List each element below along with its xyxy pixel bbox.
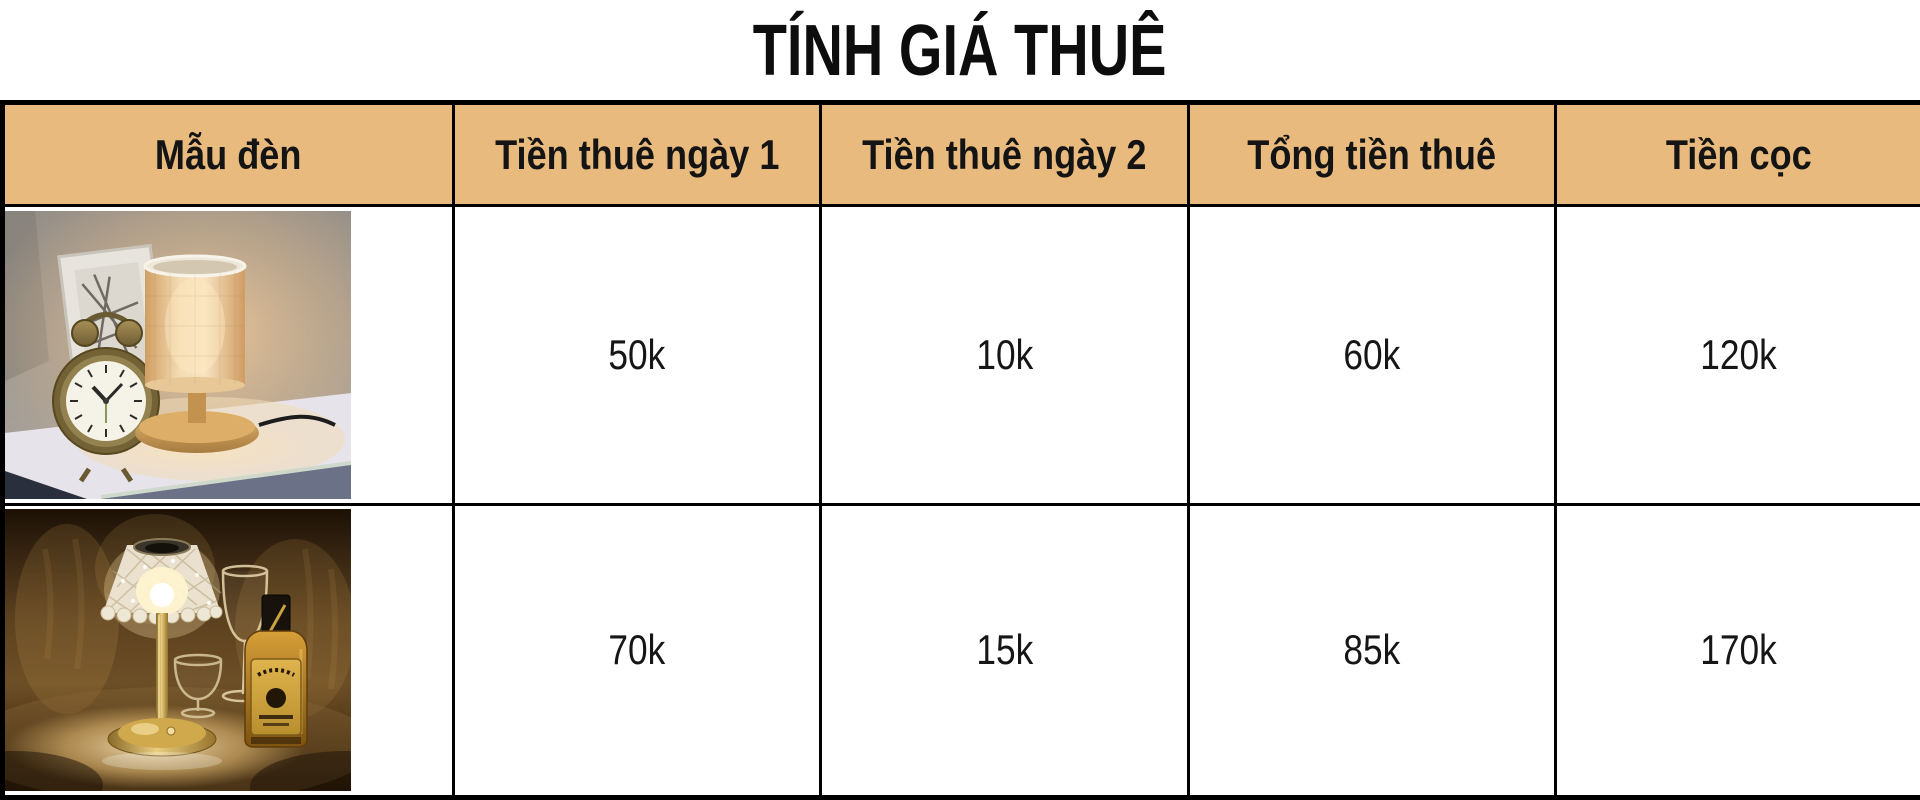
col-header-rent-day1: Tiền thuê ngày 1 xyxy=(452,101,822,207)
cell-day1-price: 50k xyxy=(452,204,822,506)
table-row: 50k 10k 60k 120k xyxy=(1,204,1920,506)
header-row: Mẫu đèn Tiền thuê ngày 1 Tiền thuê ngày … xyxy=(1,101,1920,207)
lamp-photo-cell-2 xyxy=(1,502,455,799)
cell-deposit: 170k xyxy=(1554,502,1920,799)
cell-total-price: 85k xyxy=(1187,502,1557,799)
lamp-photo-2 xyxy=(5,509,452,792)
cell-deposit: 120k xyxy=(1554,204,1920,506)
cell-day2-price: 10k xyxy=(819,204,1190,506)
rental-price-table: Mẫu đèn Tiền thuê ngày 1 Tiền thuê ngày … xyxy=(0,100,1920,800)
cell-day2-price: 15k xyxy=(819,502,1190,799)
lamp-photo-cell-1 xyxy=(1,204,455,506)
col-header-total-rent: Tổng tiền thuê xyxy=(1187,101,1557,207)
col-header-deposit: Tiền cọc xyxy=(1554,101,1920,207)
title-bar: TÍNH GIÁ THUÊ xyxy=(0,0,1920,100)
col-header-lamp-model: Mẫu đèn xyxy=(1,101,455,207)
table-row: 70k 15k 85k 170k xyxy=(1,502,1920,799)
page-title: TÍNH GIÁ THUÊ xyxy=(753,9,1167,91)
cell-day1-price: 70k xyxy=(452,502,822,799)
lamp-photo-1 xyxy=(5,210,452,499)
col-header-rent-day2: Tiền thuê ngày 2 xyxy=(819,101,1190,207)
cell-total-price: 60k xyxy=(1187,204,1557,506)
